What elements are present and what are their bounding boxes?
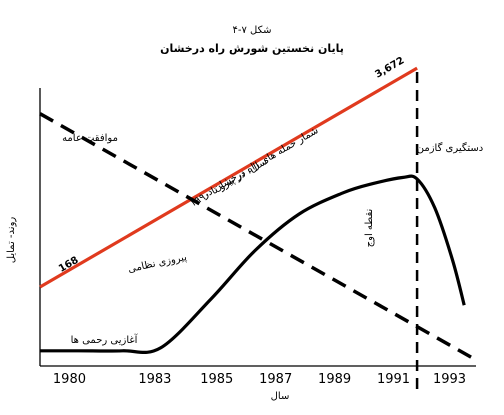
peak-label: نقطه اوج (364, 209, 375, 248)
x-tick-label: 1983 (138, 372, 171, 387)
x-tick-label: 1989 (318, 372, 351, 387)
public-support-label: موافقت عامه (62, 133, 118, 144)
military-victory-label: پیروزی نظامی (127, 252, 188, 275)
x-tick-label: 1980 (53, 372, 86, 387)
chart-axes (39, 88, 476, 367)
x-tick-label: 1987 (259, 372, 292, 387)
chart-subtitle: شکل ۷-۴ (232, 25, 271, 36)
military-victory-series-line (39, 174, 466, 354)
text-layer: 1980 1983 1985 1987 1989 1991 1993 سال روند- تما… (6, 25, 483, 402)
chart-title: پایان نخستین شورش راه درخشان (160, 42, 344, 55)
beginning-label: آغازیی رحمی ها (71, 333, 139, 346)
capture-label: دستگیری گازمن (417, 142, 484, 154)
x-tick-label: 1993 (433, 372, 466, 387)
attacks-series-line (39, 66, 418, 289)
x-tick-label: 1985 (200, 372, 233, 387)
series-layer (39, 66, 477, 392)
x-tick-label: 1991 (377, 372, 410, 387)
x-axis-title: سال (271, 391, 290, 402)
attacks-annotation-line2: سال، در پیرو تا ۱۹۹۰ (188, 156, 269, 209)
public-support-series-line (39, 112, 477, 362)
y-axis-title: روند- تمایل (6, 217, 17, 264)
